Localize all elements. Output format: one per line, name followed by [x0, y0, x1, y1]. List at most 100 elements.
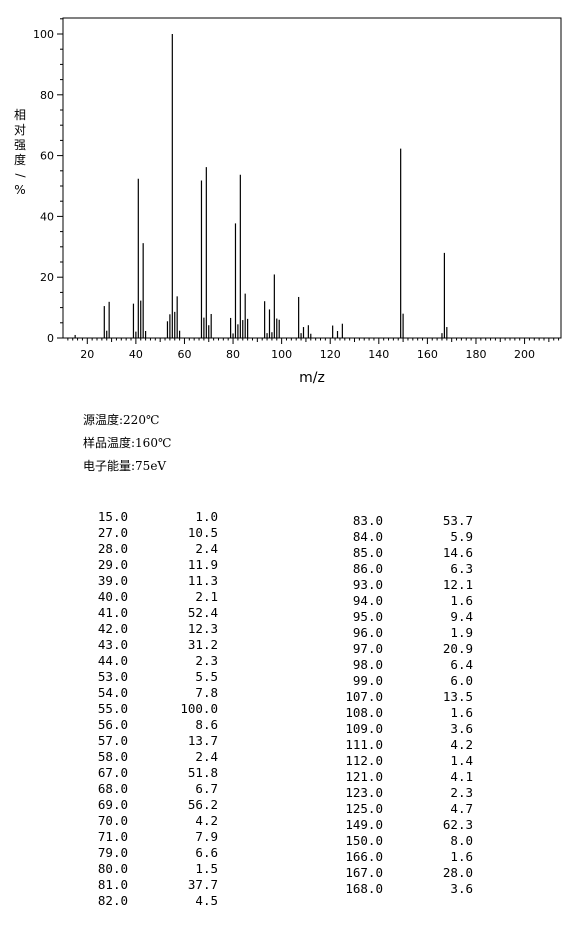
mz-value: 70.0: [97, 813, 128, 828]
mz-value: 41.0: [97, 605, 128, 620]
intensity-value: 4.5: [195, 893, 218, 908]
y-axis-label-char: 对: [13, 123, 26, 137]
intensity-value: 1.6: [450, 849, 473, 864]
mz-value: 15.0: [97, 509, 128, 524]
electron-energy: 电子能量:75eV: [83, 459, 167, 473]
intensity-value: 2.3: [450, 785, 473, 800]
table-row: 99.0 6.0: [323, 673, 483, 689]
table-row: 80.0 1.5: [68, 861, 228, 877]
intensity-value: 2.4: [195, 749, 218, 764]
y-tick-label-80: 80: [40, 89, 54, 102]
table-row: 112.0 1.4: [323, 753, 483, 769]
table-row: 84.0 5.9: [323, 529, 483, 545]
mz-value: 42.0: [97, 621, 128, 636]
intensity-value: 10.5: [187, 525, 218, 540]
x-axis-label: m/z: [299, 370, 325, 386]
mz-value: 85.0: [352, 545, 383, 560]
intensity-value: 12.3: [187, 621, 218, 636]
mz-value: 107.0: [345, 689, 383, 704]
intensity-value: 4.1: [450, 769, 473, 784]
mz-value: 108.0: [345, 705, 383, 720]
mz-value: 167.0: [345, 865, 383, 880]
mz-value: 69.0: [97, 797, 128, 812]
intensity-value: 6.7: [195, 781, 218, 796]
y-tick-label-0: 0: [47, 332, 54, 345]
table-row: 123.0 2.3: [323, 785, 483, 801]
mz-value: 71.0: [97, 829, 128, 844]
mz-value: 99.0: [352, 673, 383, 688]
x-tick-label-120: 120: [320, 348, 341, 361]
intensity-value: 1.4: [450, 753, 473, 768]
table-row: 43.0 31.2: [68, 637, 228, 653]
plot-frame: [62, 17, 562, 339]
table-row: 83.0 53.7: [323, 513, 483, 529]
intensity-value: 2.3: [195, 653, 218, 668]
mz-value: 39.0: [97, 573, 128, 588]
x-tick-label-200: 200: [514, 348, 535, 361]
y-tick-label-60: 60: [40, 150, 54, 163]
sample-temperature: 样品温度:160℃: [83, 436, 172, 450]
intensity-value: 6.6: [195, 845, 218, 860]
intensity-value: 3.6: [450, 721, 473, 736]
mz-value: 55.0: [97, 701, 128, 716]
table-row: 93.0 12.1: [323, 577, 483, 593]
mz-value: 96.0: [352, 625, 383, 640]
table-row: 58.0 2.4: [68, 749, 228, 765]
mz-value: 81.0: [97, 877, 128, 892]
mz-value: 28.0: [97, 541, 128, 556]
mz-value: 29.0: [97, 557, 128, 572]
x-tick-label-80: 80: [226, 348, 240, 361]
table-row: 39.0 11.3: [68, 573, 228, 589]
table-row: 121.0 4.1: [323, 769, 483, 785]
mz-value: 111.0: [345, 737, 383, 752]
mz-value: 43.0: [97, 637, 128, 652]
intensity-value: 11.9: [187, 557, 218, 572]
intensity-value: 1.5: [195, 861, 218, 876]
mz-value: 97.0: [352, 641, 383, 656]
intensity-value: 9.4: [450, 609, 473, 624]
mz-value: 125.0: [345, 801, 383, 816]
table-row: 109.0 3.6: [323, 721, 483, 737]
y-axis-label: 相对强度 /%: [11, 108, 29, 198]
table-row: 111.0 4.2: [323, 737, 483, 753]
table-row: 166.0 1.6: [323, 849, 483, 865]
table-row: 56.0 8.6: [68, 717, 228, 733]
mz-value: 86.0: [352, 561, 383, 576]
table-row: 107.0 13.5: [323, 689, 483, 705]
mz-value: 123.0: [345, 785, 383, 800]
mz-value: 94.0: [352, 593, 383, 608]
mass-spectrum-chart: 20 40 60 80 100 120 140 160 180 200 020406080100 …: [33, 17, 562, 386]
table-row: 150.0 8.0: [323, 833, 483, 849]
table-row: 42.0 12.3: [68, 621, 228, 637]
table-row: 55.0 100.0: [68, 701, 228, 717]
peak-table-right: 83.0 53.7 84.0 5.9 85.0 14.6 86.0 6.3 93.0 12.1 94…: [323, 513, 483, 897]
intensity-value: 1.9: [450, 625, 473, 640]
table-row: 108.0 1.6: [323, 705, 483, 721]
intensity-value: 1.6: [450, 705, 473, 720]
table-row: 97.0 20.9: [323, 641, 483, 657]
instrument-params: 源温度:220℃ 样品温度:160℃ 电子能量:75eV: [83, 409, 171, 478]
intensity-value: 2.4: [195, 541, 218, 556]
table-row: 40.0 2.1: [68, 589, 228, 605]
y-axis-label-char: 相: [13, 108, 26, 122]
table-row: 125.0 4.7: [323, 801, 483, 817]
y-tick-label-100: 100: [33, 28, 54, 41]
intensity-value: 100.0: [180, 701, 218, 716]
intensity-value: 8.0: [450, 833, 473, 848]
intensity-value: 5.5: [195, 669, 218, 684]
intensity-value: 3.6: [450, 881, 473, 896]
mz-value: 83.0: [352, 513, 383, 528]
mz-value: 84.0: [352, 529, 383, 544]
intensity-value: 14.6: [442, 545, 473, 560]
intensity-value: 11.3: [187, 573, 218, 588]
mz-value: 53.0: [97, 669, 128, 684]
mz-value: 79.0: [97, 845, 128, 860]
mz-value: 68.0: [97, 781, 128, 796]
table-row: 53.0 5.5: [68, 669, 228, 685]
mz-value: 40.0: [97, 589, 128, 604]
intensity-value: 6.4: [450, 657, 473, 672]
mz-value: 44.0: [97, 653, 128, 668]
intensity-value: 5.9: [450, 529, 473, 544]
intensity-value: 4.2: [450, 737, 473, 752]
peak-table-left: 15.0 1.0 27.0 10.5 28.0 2.4 29.0 11.9 39.0 11.3 40…: [68, 509, 228, 909]
